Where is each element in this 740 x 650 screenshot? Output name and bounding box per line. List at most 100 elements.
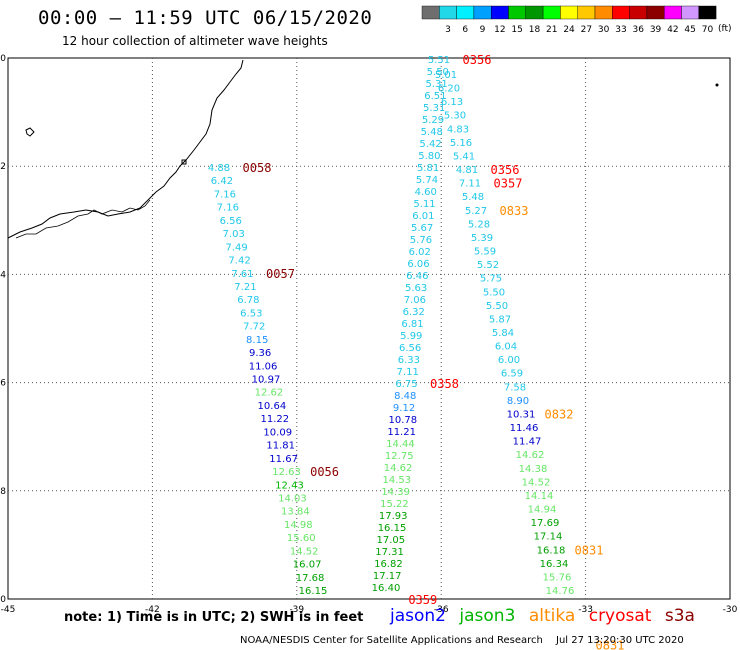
wave-height-value: 5.59 — [474, 247, 496, 258]
satellite-jason3: jason3 — [459, 606, 516, 626]
wave-height-value: 15.22 — [380, 499, 409, 510]
wave-height-value: 7.16 — [217, 203, 239, 214]
wave-height-value: 14.98 — [284, 520, 313, 531]
wave-height-value: 7.61 — [231, 269, 253, 280]
wave-height-value: 17.14 — [534, 532, 563, 543]
wave-height-value: 17.31 — [375, 547, 404, 558]
legend-units: (ft) — [718, 24, 732, 34]
wave-height-value: 5.67 — [411, 223, 433, 234]
wave-height-value: 11.47 — [513, 437, 542, 448]
lat-lon-grid: -45 -42 -39 -36 -33 -30 -20 -22 -24 -26 -28 -30 — [0, 54, 738, 615]
wave-height-value: 4.81 — [456, 165, 478, 176]
wave-height-value: 15.60 — [287, 533, 316, 544]
legend-label: 3 — [445, 25, 451, 35]
legend-swatch — [508, 5, 526, 20]
wave-height-value: 6.56 — [399, 343, 421, 354]
wave-height-value: 11.81 — [266, 441, 295, 452]
lat-tick-label: -26 — [0, 379, 6, 389]
wave-height-value: 16.82 — [374, 559, 403, 570]
wave-height-value: 16.34 — [540, 559, 569, 570]
wave-height-value: 10.09 — [263, 427, 292, 438]
legend-swatch — [629, 5, 648, 20]
wave-height-value: 6.56 — [220, 216, 242, 227]
satellite-s3a: s3a — [664, 606, 695, 626]
wave-height-value: 10.97 — [252, 375, 281, 386]
wave-height-value: 11.21 — [387, 427, 416, 438]
legend-label: 70 — [702, 25, 714, 35]
wave-height-value: 5.11 — [413, 199, 435, 210]
wave-height-value: 5.31 — [425, 79, 447, 90]
wave-height-value: 5.28 — [468, 219, 490, 230]
wave-height-value: 6.78 — [237, 295, 259, 306]
wave-height-value: 4.88 — [208, 163, 230, 174]
wave-height-value: 5.75 — [480, 274, 502, 285]
wave-height-value: 7.72 — [243, 322, 265, 333]
wave-height-value: 10.31 — [507, 409, 536, 420]
wave-height-value: 14.76 — [546, 586, 575, 597]
wave-height-value: 6.13 — [441, 97, 463, 108]
wave-height-value: 6.33 — [398, 355, 420, 366]
wave-height-value: 6.42 — [211, 176, 233, 187]
wave-height-value: 5.27 — [465, 206, 487, 217]
wave-height-value: 17.17 — [373, 571, 402, 582]
legend-swatch — [646, 5, 665, 20]
pass-time-label: 0356 — [463, 53, 492, 67]
legend-label: 21 — [546, 25, 557, 35]
wave-height-value: 5.50 — [483, 287, 505, 298]
footer-note: note: 1) Time is in UTC; 2) SWH is in fe… — [64, 610, 364, 625]
wave-height-value: 11.46 — [510, 423, 539, 434]
lat-tick-label: -30 — [0, 595, 6, 605]
lat-tick-label: -20 — [0, 54, 6, 64]
legend-label: 24 — [563, 25, 575, 35]
wave-height-value: 10.64 — [258, 401, 287, 412]
generation-timestamp: Jul 27 13:20:30 UTC 2020 — [556, 635, 684, 646]
legend-swatch — [456, 5, 475, 20]
legend-label: 42 — [667, 25, 678, 35]
wave-height-value: 6.06 — [407, 259, 429, 270]
pass-time-label: 0357 — [494, 177, 523, 191]
wave-height-value: 6.46 — [406, 271, 428, 282]
pass-time-label: 0358 — [430, 377, 459, 391]
wave-height-value: 6.59 — [501, 369, 523, 380]
wave-height-value: 7.16 — [214, 189, 236, 200]
lon-tick-label: -30 — [723, 605, 738, 615]
wave-height-value: 14.03 — [278, 493, 307, 504]
wave-height-value: 6.02 — [409, 247, 431, 258]
lon-tick-label: -36 — [434, 605, 449, 615]
wave-height-value: 5.01 — [435, 70, 457, 81]
wave-height-value: 14.52 — [522, 477, 551, 488]
wave-height-value: 8.48 — [394, 391, 416, 402]
legend-swatch — [612, 5, 630, 20]
wave-height-value: 12.62 — [255, 388, 284, 399]
wave-height-value: 6.20 — [438, 84, 460, 95]
wave-height-value: 14.62 — [516, 450, 545, 461]
legend-label: 39 — [650, 25, 662, 35]
lon-tick-label: -45 — [1, 605, 16, 615]
legend-label: 27 — [581, 25, 592, 35]
wave-height-value: 5.31 — [423, 103, 445, 114]
wave-height-value: 12.75 — [385, 451, 414, 462]
wave-height-value: 14.53 — [383, 475, 412, 486]
satellite-jason2: jason2 — [390, 606, 446, 626]
wave-height-value: 5.30 — [444, 111, 466, 122]
wave-height-value: 5.84 — [492, 328, 514, 339]
wave-height-value: 16.18 — [537, 545, 566, 556]
wave-height-value: 16.07 — [293, 560, 322, 571]
legend-label: 12 — [494, 25, 505, 35]
island-path — [25, 127, 35, 137]
pass-time-label: 0056 — [310, 465, 339, 479]
wave-height-value: 10.78 — [389, 415, 418, 426]
wave-height-value: 5.76 — [410, 235, 432, 246]
wave-height-value: 7.03 — [223, 229, 245, 240]
wave-height-value: 11.22 — [260, 414, 289, 425]
pass-time-label: 0831 — [596, 638, 625, 650]
lon-tick-label: -42 — [145, 605, 160, 615]
legend-swatch — [473, 5, 492, 20]
lon-tick-label: -33 — [578, 605, 593, 615]
wave-height-value: 16.40 — [372, 583, 401, 594]
wave-height-value: 5.51 — [428, 55, 450, 66]
lon-tick-label: -39 — [289, 605, 304, 615]
wave-height-value: 5.48 — [421, 127, 443, 138]
lat-tick-label: -28 — [0, 487, 6, 497]
